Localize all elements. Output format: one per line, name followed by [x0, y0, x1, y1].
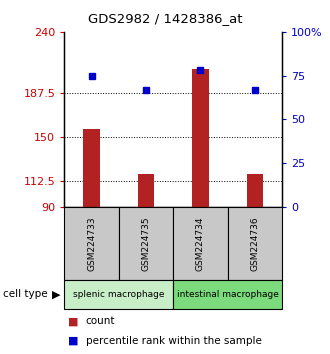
- Bar: [247, 175, 263, 207]
- Bar: [138, 175, 154, 207]
- Text: ▶: ▶: [52, 289, 60, 299]
- Text: count: count: [86, 316, 115, 326]
- Text: percentile rank within the sample: percentile rank within the sample: [86, 336, 262, 346]
- Text: GSM224734: GSM224734: [196, 216, 205, 270]
- Bar: [83, 129, 100, 207]
- Text: ■: ■: [68, 336, 78, 346]
- Text: GSM224733: GSM224733: [87, 216, 96, 271]
- Bar: [192, 69, 209, 207]
- Text: ■: ■: [68, 316, 78, 326]
- Text: cell type: cell type: [3, 289, 48, 299]
- Text: GDS2982 / 1428386_at: GDS2982 / 1428386_at: [88, 12, 242, 25]
- Text: GSM224736: GSM224736: [250, 216, 259, 271]
- Text: intestinal macrophage: intestinal macrophage: [177, 290, 279, 299]
- Text: GSM224735: GSM224735: [142, 216, 150, 271]
- Text: splenic macrophage: splenic macrophage: [73, 290, 165, 299]
